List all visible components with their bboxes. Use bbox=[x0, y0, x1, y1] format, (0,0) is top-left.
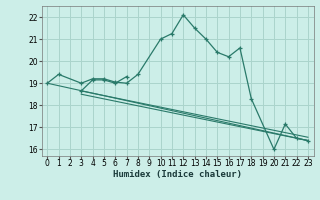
X-axis label: Humidex (Indice chaleur): Humidex (Indice chaleur) bbox=[113, 170, 242, 179]
